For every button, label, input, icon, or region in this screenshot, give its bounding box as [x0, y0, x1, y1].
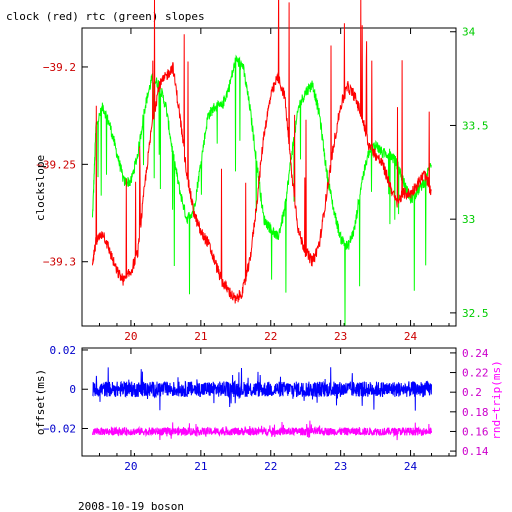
bottom-ylabel: offset(ms)	[34, 369, 47, 435]
offset-rndtrip-xtick-label: 22	[264, 460, 277, 473]
slopes-xtick-label: 22	[264, 330, 277, 343]
slopes-xtick-label: 20	[124, 330, 137, 343]
offset-rndtrip-ytick-label: −0.02	[43, 423, 76, 436]
slopes-plot: 20 21 22 23 24 −39.2 −39.25 −39.3 34 33.5 33 32.5	[36, 0, 489, 343]
chart-title: clock (red) rtc (green) slopes	[6, 10, 205, 23]
rndtrip-line	[92, 420, 432, 441]
offset-rndtrip-y2tick-label: 0.16	[462, 425, 489, 438]
slopes-y2tick-label: 33	[462, 213, 475, 226]
offset-rndtrip-ytick-label: 0	[69, 383, 76, 396]
offset-rndtrip-xtick-label: 21	[194, 460, 207, 473]
slopes-y2tick-label: 33.5	[462, 119, 489, 132]
slopes-frame	[81, 27, 457, 327]
offset-rndtrip-y2tick-label: 0.14	[462, 445, 489, 458]
rtc-slope-line	[92, 54, 432, 326]
bottom-y2label: rnd−trip(ms)	[490, 360, 503, 439]
offset-rndtrip-xtick-label: 24	[404, 460, 418, 473]
slopes-xtick-label: 24	[404, 330, 418, 343]
footer-label: 2008-10-19 boson	[78, 500, 184, 512]
offset-rndtrip-y2tick-label: 0.22	[462, 367, 489, 380]
offset-rndtrip-xtick-label: 23	[334, 460, 347, 473]
top-ylabel: clockslope	[34, 155, 47, 221]
offset-rndtrip-xtick-label: 20	[124, 460, 137, 473]
offset-rndtrip-y2tick-label: 0.18	[462, 406, 489, 419]
clock-slope-line	[92, 0, 432, 304]
offset-rndtrip-y2tick-label: 0.24	[462, 347, 489, 360]
slopes-y2tick-label: 34	[462, 26, 476, 39]
slopes-ytick-label: −39.25	[36, 158, 76, 171]
offset-plot: 20 21 22 23 24 0.02 0 −0.02 0.24 0.22 0.2 0.18 0.16 0…	[43, 344, 489, 473]
slopes-xtick-label: 21	[194, 330, 207, 343]
offset-rndtrip-frame	[81, 347, 457, 457]
offset-rndtrip-ytick-label: 0.02	[50, 344, 77, 357]
offset-rndtrip-y2tick-label: 0.2	[462, 386, 482, 399]
slopes-xtick-label: 23	[334, 330, 347, 343]
offset-line	[92, 367, 432, 411]
slopes-y2tick-label: 32.5	[462, 307, 489, 320]
slopes-ytick-label: −39.2	[43, 61, 76, 74]
slopes-ytick-label: −39.3	[43, 256, 76, 269]
